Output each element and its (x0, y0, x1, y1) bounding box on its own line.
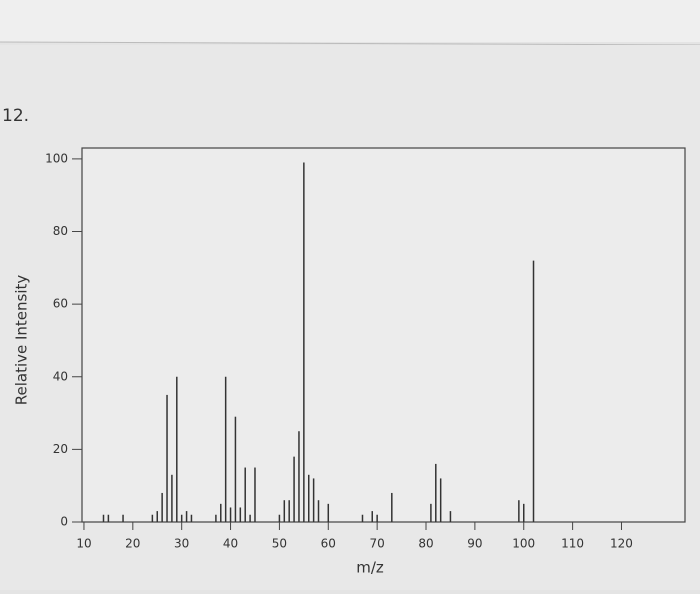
x-tick-label: 90 (467, 537, 482, 551)
x-tick-label: 50 (272, 537, 287, 551)
x-tick-label: 100 (512, 537, 535, 551)
y-tick-label: 40 (53, 369, 68, 383)
y-tick-label: 20 (53, 442, 68, 456)
page-top (0, 0, 700, 42)
y-axis-label: Relative Intensity (13, 275, 31, 406)
x-tick-label: 120 (610, 537, 633, 551)
y-tick-label: 60 (53, 297, 68, 311)
y-tick-label: 80 (53, 224, 68, 238)
x-axis-label: m/z (356, 559, 384, 577)
x-tick-label: 30 (174, 537, 189, 551)
plot-frame (81, 147, 686, 523)
x-tick-label: 80 (418, 537, 433, 551)
question-number: 12. (2, 106, 29, 126)
y-tick-label: 0 (60, 515, 68, 529)
x-tick-label: 60 (321, 537, 336, 551)
x-tick-label: 10 (76, 537, 91, 551)
x-tick-label: 40 (223, 537, 238, 551)
page-edge (0, 41, 700, 46)
y-tick-label: 100 (45, 151, 68, 165)
x-tick-label: 110 (561, 537, 584, 551)
x-tick-label: 70 (370, 537, 385, 551)
x-tick-label: 20 (125, 537, 140, 551)
